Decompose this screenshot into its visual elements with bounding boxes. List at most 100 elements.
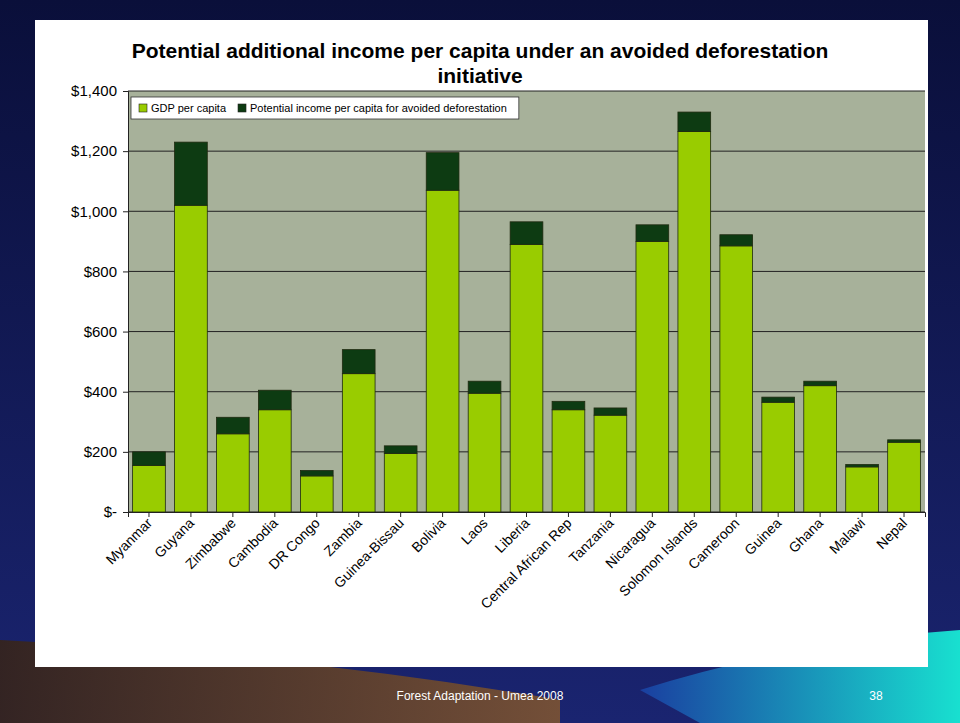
x-tick: Laos [458, 512, 491, 548]
slide: $- $200 $400 $600 $800 $1,000 $1,200 $1,400 Myan… [0, 0, 960, 723]
bar [300, 471, 333, 476]
tick-mark [820, 512, 821, 517]
x-tick: DR Congo [265, 512, 323, 572]
bar [720, 235, 753, 246]
tick-mark [358, 512, 359, 517]
tick-label: $200 [84, 443, 117, 460]
bar [594, 415, 627, 512]
y-tick: $800 [84, 263, 128, 280]
bar [217, 417, 250, 434]
tick-label: Central African Rep [477, 515, 574, 612]
chart-panel [35, 20, 928, 667]
tick-label: Cameroon [685, 515, 743, 573]
grid [128, 91, 925, 512]
tick-mark [123, 271, 128, 272]
tick-mark [652, 512, 653, 517]
x-tick: Cameroon [685, 512, 743, 572]
bar [426, 190, 459, 512]
tick-label: $- [104, 503, 117, 520]
x-tick: Ghana [785, 512, 826, 556]
x-tick: Nepal [873, 512, 910, 552]
x-tick: Malawi [826, 512, 868, 557]
bar [468, 381, 501, 393]
tick-label: Guinea-Bissau [331, 515, 407, 591]
bar [804, 381, 837, 386]
bar [175, 142, 208, 205]
grid-line [128, 151, 925, 152]
tick-mark [232, 512, 233, 517]
bar [552, 401, 585, 409]
bar [846, 464, 879, 466]
bar [384, 446, 417, 454]
legend-label: Potential income per capita for avoided … [250, 102, 507, 114]
tick-label: Guinea [741, 515, 784, 558]
tick-mark [862, 512, 863, 517]
bar [888, 442, 921, 512]
bar [636, 225, 669, 242]
tick-mark [123, 392, 128, 393]
x-tick: Guinea [741, 512, 784, 558]
tick-mark [123, 151, 128, 152]
x-tick: Liberia [492, 512, 533, 556]
tick-mark [610, 512, 611, 517]
x-tick: Myanmar [103, 512, 156, 567]
slide-background [0, 0, 960, 723]
tick-label: $1,400 [71, 82, 117, 99]
grid-line [128, 211, 925, 212]
y-tick: $1,200 [71, 142, 128, 159]
bar [258, 390, 291, 410]
tick-mark [148, 512, 149, 517]
bar [217, 434, 250, 512]
title-line: Potential additional income per capita u… [132, 39, 829, 62]
tick-label: $1,200 [71, 142, 117, 159]
y-tick: $400 [84, 383, 128, 400]
tick-mark [123, 91, 128, 92]
bar [678, 132, 711, 512]
y-axis: $- $200 $400 $600 $800 $1,000 $1,200 $1,400 [71, 82, 128, 520]
x-tick: Guinea-Bissau [331, 512, 407, 591]
bar [720, 246, 753, 512]
tick-mark [123, 512, 128, 513]
y-tick: $1,000 [71, 203, 128, 220]
bar [342, 374, 375, 512]
axis-line [123, 92, 129, 513]
bar [888, 440, 921, 442]
tick-mark [526, 512, 527, 517]
bar [300, 476, 333, 512]
tick-mark [904, 512, 905, 517]
tick-mark [442, 512, 443, 517]
bar [552, 410, 585, 512]
legend-swatch [139, 104, 147, 112]
tick-mark [568, 512, 569, 517]
bar [468, 393, 501, 512]
bar [762, 402, 795, 512]
y-tick: $- [104, 503, 128, 520]
bar [175, 205, 208, 512]
tick-label: $600 [84, 323, 117, 340]
legend: GDP per capita Potential income per capit… [131, 97, 519, 119]
title-line: initiative [437, 64, 522, 87]
tick-label: $400 [84, 383, 117, 400]
bar [762, 397, 795, 402]
plot-background [128, 91, 925, 512]
grid-line [128, 91, 925, 92]
y-tick: $200 [84, 443, 128, 460]
tick-label: DR Congo [265, 515, 323, 573]
x-tick: Central African Rep [477, 512, 574, 612]
tick-label: Nepal [873, 515, 910, 552]
y-tick: $600 [84, 323, 128, 340]
tick-mark [123, 211, 128, 212]
tick-mark [274, 512, 275, 517]
bar [594, 408, 627, 415]
page-number: 38 [869, 689, 883, 703]
tick-mark [736, 512, 737, 517]
tick-label: Ghana [785, 515, 826, 556]
footer-text: Forest Adaptation - Umea 2008 [397, 689, 564, 703]
legend-label: GDP per capita [151, 102, 227, 114]
tick-label: Bolivia [408, 515, 449, 556]
tick-label: Laos [458, 515, 491, 548]
bar [342, 350, 375, 374]
tick-label: $1,000 [71, 203, 117, 220]
tick-mark [123, 452, 128, 453]
tick-label: Liberia [492, 515, 533, 556]
